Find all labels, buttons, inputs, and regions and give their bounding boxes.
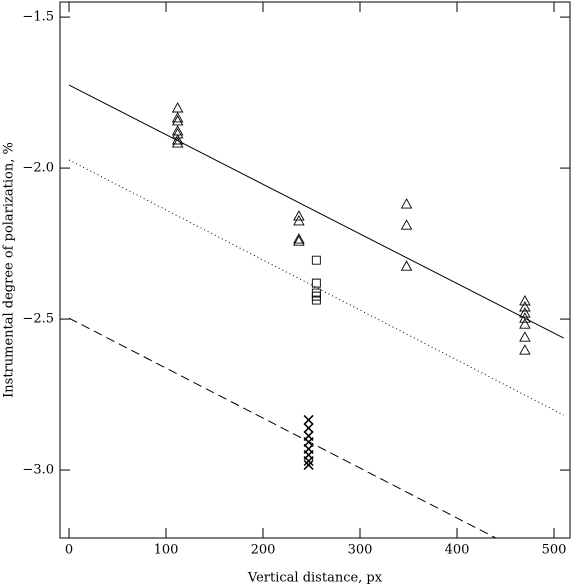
x-tick-label: 300	[348, 543, 373, 558]
marker	[171, 115, 184, 126]
marker	[519, 312, 531, 323]
marker	[171, 125, 184, 136]
x-tick-label: 100	[154, 543, 179, 558]
marker	[293, 233, 305, 244]
fit-line	[68, 159, 564, 416]
marker	[293, 235, 305, 246]
marker	[303, 455, 314, 467]
marker	[303, 414, 314, 425]
marker	[400, 219, 413, 230]
fit-line	[68, 84, 564, 339]
x-tick-label: 0	[65, 543, 73, 558]
marker	[519, 301, 531, 312]
marker	[171, 134, 184, 145]
marker	[171, 102, 184, 113]
x-tick-label: 400	[445, 543, 470, 558]
marker	[303, 459, 314, 470]
fit-line	[68, 317, 497, 539]
marker	[171, 137, 184, 148]
marker	[171, 112, 184, 123]
marker	[400, 198, 413, 209]
y-axis-label: Instrumental degree of polarization, %	[2, 142, 17, 398]
marker	[519, 344, 531, 355]
marker	[519, 331, 531, 342]
marker	[519, 318, 531, 329]
marker	[519, 295, 531, 306]
marker	[293, 215, 305, 226]
x-axis-label: Vertical distance, px	[247, 571, 383, 586]
marker	[303, 423, 314, 434]
marker	[311, 295, 321, 305]
plot-frame	[59, 1, 571, 539]
marker	[519, 307, 531, 318]
marker	[400, 260, 413, 271]
x-tick-label: 500	[542, 543, 567, 558]
marker	[311, 278, 321, 288]
x-tick-label: 200	[251, 543, 276, 558]
marker	[171, 128, 184, 139]
marker	[293, 210, 305, 221]
y-tick-label: −3.0	[22, 463, 54, 478]
marker	[311, 255, 321, 265]
y-tick-label: −1.5	[22, 10, 54, 25]
y-tick-label: −2.5	[22, 312, 54, 327]
y-tick-label: −2.0	[22, 161, 54, 176]
